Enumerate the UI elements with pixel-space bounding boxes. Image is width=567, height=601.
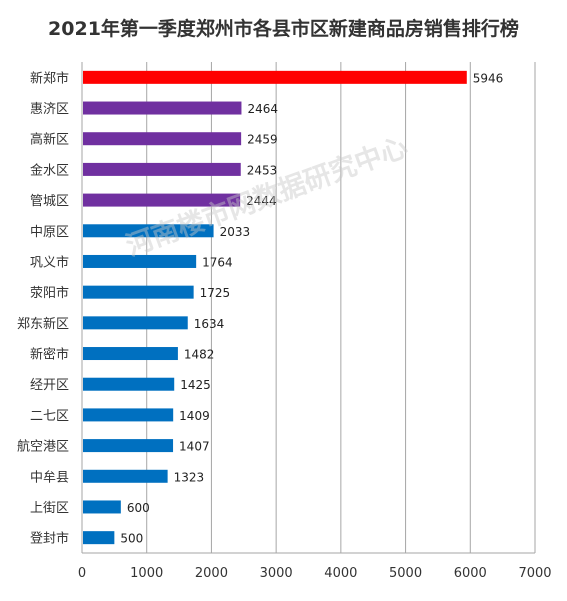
data-label: 2464: [247, 102, 278, 116]
data-label: 1425: [180, 378, 211, 392]
bar: [83, 132, 242, 146]
category-labels: 新郑市惠济区高新区金水区管城区中原区巩义市荥阳市郑东新区新密市经开区二七区航空港…: [17, 70, 69, 546]
x-tick-labels: 0 1000 2000 3000 4000 5000 6000 7000: [78, 566, 552, 581]
data-label: 1407: [179, 440, 210, 454]
data-label: 2033: [220, 225, 251, 239]
data-labels: 5946 2464 2459 2453 2444 2033 1764 1725 1634 1482…: [120, 71, 503, 545]
bars: [83, 70, 467, 545]
category-label: 金水区: [30, 162, 69, 178]
x-tick-label: 6000: [454, 566, 487, 581]
category-label: 中原区: [30, 225, 69, 240]
x-tick-label: 2000: [195, 566, 228, 581]
bar: [83, 254, 197, 268]
chart-title: 2021年第一季度郑州市各县市区新建商品房销售排行榜: [48, 18, 519, 40]
category-label: 登封市: [30, 531, 69, 547]
data-label: 1764: [202, 255, 233, 269]
x-tick-label: 1000: [130, 566, 163, 581]
bar: [83, 316, 188, 330]
bar: [83, 70, 467, 84]
category-label: 上街区: [30, 501, 69, 516]
data-label: 5946: [473, 71, 504, 85]
x-tick-label: 4000: [324, 566, 357, 581]
data-label: 600: [127, 501, 150, 515]
bar: [83, 408, 174, 422]
category-label: 郑东新区: [17, 316, 69, 332]
category-label: 巩义市: [30, 254, 69, 270]
category-label: 管城区: [30, 194, 69, 209]
category-label: 经开区: [30, 378, 69, 393]
bar: [83, 469, 168, 483]
bar: [83, 101, 242, 115]
data-label: 1634: [194, 317, 225, 331]
bar: [83, 531, 115, 545]
x-tick-label: 7000: [518, 566, 551, 581]
category-label: 航空港区: [17, 439, 69, 455]
category-label: 新密市: [30, 347, 69, 363]
category-label: 高新区: [30, 132, 69, 148]
data-label: 1409: [179, 409, 210, 423]
data-label: 1323: [174, 470, 205, 484]
data-label: 1482: [184, 348, 215, 362]
x-tick-label: 3000: [260, 566, 293, 581]
data-label: 2459: [247, 133, 278, 147]
bar: [83, 347, 178, 361]
bar: [83, 162, 241, 176]
data-label: 1725: [200, 286, 231, 300]
bar: [83, 285, 194, 299]
bar: [83, 377, 175, 391]
category-label: 惠济区: [30, 102, 69, 117]
data-label: 2453: [247, 163, 278, 177]
category-label: 荥阳市: [30, 285, 69, 301]
bar: [83, 439, 174, 453]
category-label: 中牟县: [30, 470, 69, 485]
category-label: 新郑市: [30, 70, 69, 86]
bar: [83, 500, 121, 514]
grid-lines: [81, 62, 536, 554]
x-tick-label: 5000: [389, 566, 422, 581]
data-label: 2444: [246, 194, 277, 208]
category-label: 二七区: [30, 409, 69, 424]
bar: [83, 224, 214, 238]
bar: [83, 193, 241, 207]
data-label: 500: [120, 532, 143, 546]
x-tick-label: 0: [78, 566, 86, 581]
